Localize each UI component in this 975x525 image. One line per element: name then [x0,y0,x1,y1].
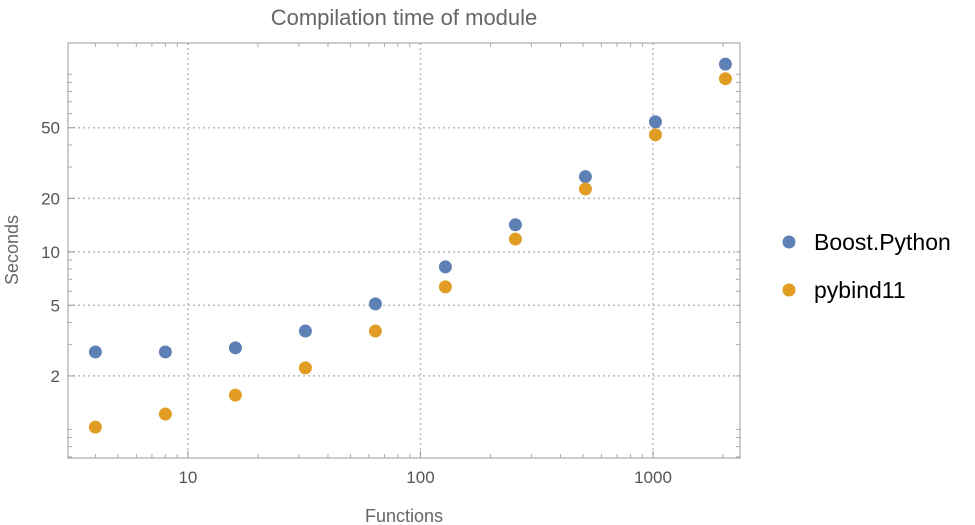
legend-label: pybind11 [814,277,906,303]
data-point-boost-python [578,170,592,184]
legend-marker [782,235,796,249]
x-tick-label: 100 [406,468,434,487]
y-tick-label: 2 [51,367,60,386]
data-point-boost-python [648,115,662,129]
data-point-pybind11 [298,361,312,375]
legend-label: Boost.Python [814,229,951,255]
data-point-boost-python [368,297,382,311]
x-tick-label: 10 [178,468,197,487]
data-point-pybind11 [718,72,732,86]
y-tick-label: 5 [51,296,60,315]
axis-ticks: 10 100 1000 2 5 10 20 50 [41,43,740,487]
data-point-pybind11 [228,388,242,402]
data-point-pybind11 [368,324,382,338]
chart-title: Compilation time of module [271,5,538,30]
data-point-pybind11 [88,420,102,434]
plot-frame [67,42,741,459]
legend-marker [782,283,796,297]
data-point-boost-python [718,57,732,71]
data-point-boost-python [298,324,312,338]
data-point-boost-python [158,345,172,359]
data-point-pybind11 [648,128,662,142]
data-point-pybind11 [578,182,592,196]
y-tick-label: 10 [41,243,60,262]
data-point-pybind11 [158,407,172,421]
data-point-boost-python [88,345,102,359]
data-point-pybind11 [508,232,522,246]
data-points [88,57,732,434]
x-tick-label: 1000 [634,468,672,487]
x-axis-label: Functions [365,506,443,525]
data-point-boost-python [228,341,242,355]
y-tick-label: 50 [41,119,60,138]
y-axis-label: Seconds [2,215,22,285]
grid [68,43,740,458]
y-tick-label: 20 [41,189,60,208]
data-point-pybind11 [438,280,452,294]
data-point-boost-python [438,260,452,274]
data-point-boost-python [508,218,522,232]
legend: Boost.Python pybind11 [782,229,951,303]
